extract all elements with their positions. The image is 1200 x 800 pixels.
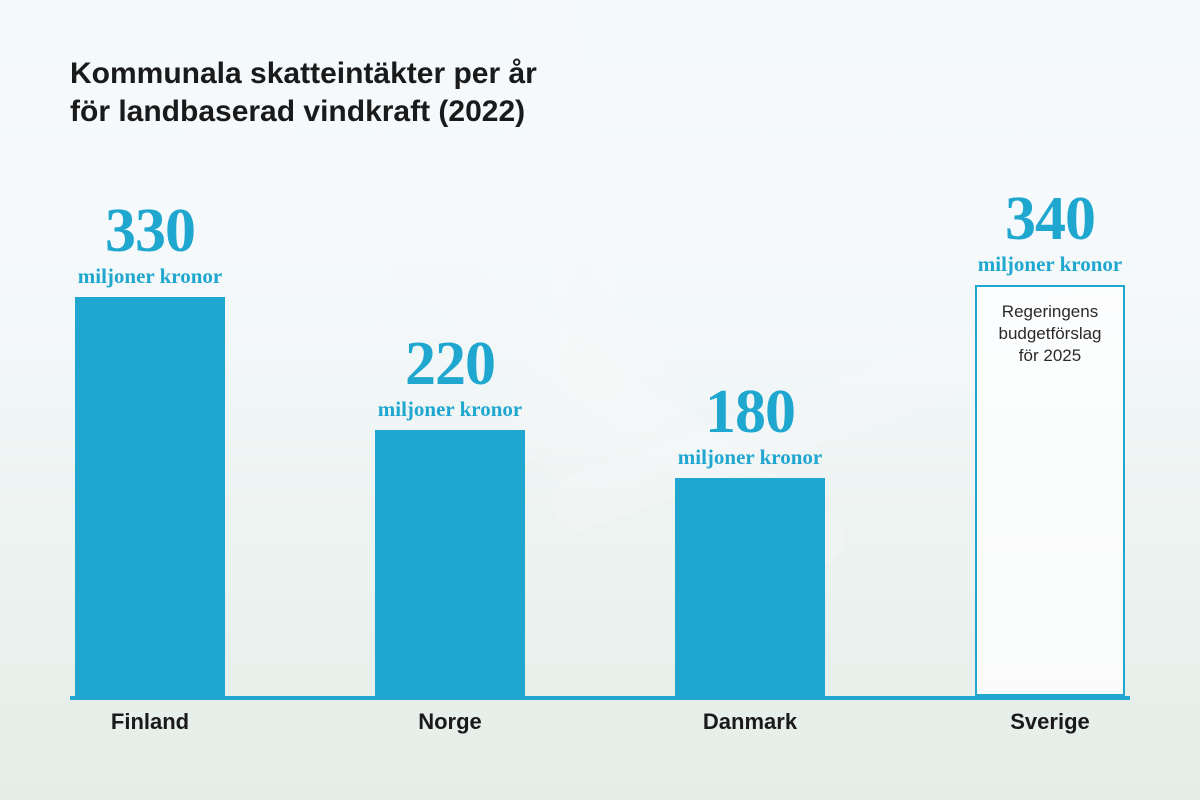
bar-value-unit: miljoner kronor (378, 397, 522, 422)
chart-plot-area: 330 miljoner kronor 220 miljoner kronor 180 m… (70, 190, 1130, 740)
bar-value-number: 180 (678, 385, 822, 441)
bar-value-label: 220 miljoner kronor (378, 337, 522, 422)
bars-row: 330 miljoner kronor 220 miljoner kronor 180 m… (70, 190, 1130, 696)
bar-value-number: 340 (978, 192, 1122, 248)
chart-container: Kommunala skatteintäkter per år för land… (0, 0, 1200, 800)
x-label-norge: Norge (370, 709, 530, 735)
bar-value-label: 340 miljoner kronor (978, 192, 1122, 277)
x-label-finland: Finland (70, 709, 230, 735)
bar-group-norge: 220 miljoner kronor (370, 190, 530, 696)
x-label-danmark: Danmark (670, 709, 830, 735)
bar-value-unit: miljoner kronor (78, 264, 222, 289)
bar-sverige: Regeringensbudgetförslagför 2025 (975, 285, 1125, 696)
bar-group-finland: 330 miljoner kronor (70, 190, 230, 696)
bar-note: Regeringensbudgetförslagför 2025 (998, 301, 1101, 367)
bar-group-sverige: 340 miljoner kronor Regeringensbudgetförsl… (970, 190, 1130, 696)
title-line-1: Kommunala skatteintäkter per år (70, 57, 537, 90)
bar-value-number: 330 (78, 204, 222, 260)
bar-value-label: 180 miljoner kronor (678, 385, 822, 470)
title-line-2: för landbaserad vindkraft (2022) (70, 95, 525, 128)
x-label-sverige: Sverige (970, 709, 1130, 735)
chart-baseline (70, 696, 1130, 700)
bar-norge (375, 430, 525, 696)
bar-value-unit: miljoner kronor (978, 252, 1122, 277)
bar-value-label: 330 miljoner kronor (78, 204, 222, 289)
bar-finland (75, 297, 225, 696)
bar-value-unit: miljoner kronor (678, 445, 822, 470)
bar-group-danmark: 180 miljoner kronor (670, 190, 830, 696)
bar-danmark (675, 478, 825, 696)
bar-value-number: 220 (378, 337, 522, 393)
x-axis-labels: Finland Norge Danmark Sverige (70, 704, 1130, 740)
chart-title: Kommunala skatteintäkter per år för land… (70, 55, 1130, 130)
